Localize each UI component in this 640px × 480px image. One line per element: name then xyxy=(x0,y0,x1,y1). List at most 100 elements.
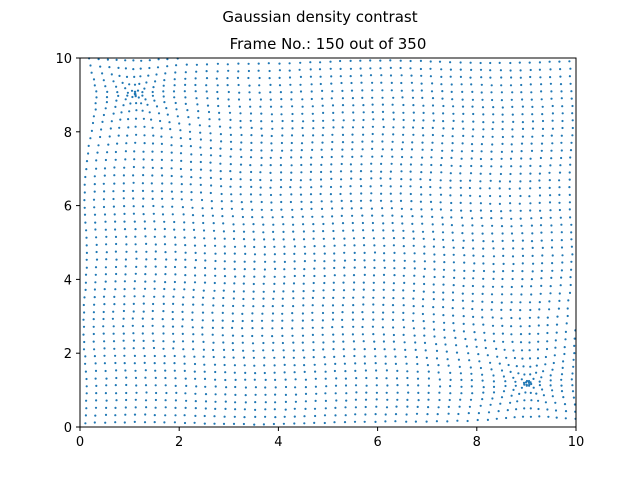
scatter-point xyxy=(449,186,452,189)
scatter-point xyxy=(154,384,157,387)
scatter-point xyxy=(250,141,253,144)
scatter-point xyxy=(461,142,464,145)
scatter-point xyxy=(392,229,395,232)
scatter-point xyxy=(402,289,405,292)
scatter-point xyxy=(300,208,303,211)
scatter-point xyxy=(194,392,197,395)
scatter-point xyxy=(176,115,179,118)
scatter-point xyxy=(572,358,575,361)
scatter-point xyxy=(290,149,293,152)
scatter-point xyxy=(491,135,494,138)
scatter-point xyxy=(361,126,365,129)
scatter-point xyxy=(502,254,505,257)
scatter-point xyxy=(417,399,420,402)
scatter-point xyxy=(361,221,364,225)
scatter-point xyxy=(539,156,543,160)
scatter-point xyxy=(171,197,174,200)
scatter-point xyxy=(303,245,306,248)
scatter-point xyxy=(283,260,286,263)
scatter-point xyxy=(263,238,266,241)
scatter-point xyxy=(189,145,192,148)
scatter-point xyxy=(311,105,314,108)
scatter-point xyxy=(172,90,176,93)
scatter-point xyxy=(541,127,545,130)
scatter-point xyxy=(203,237,206,240)
scatter-point xyxy=(253,423,256,426)
scatter-point xyxy=(205,63,209,66)
scatter-point xyxy=(202,355,205,358)
scatter-point xyxy=(175,64,178,67)
scatter-point xyxy=(260,200,263,204)
scatter-point xyxy=(148,111,151,114)
scatter-point xyxy=(125,383,128,387)
scatter-point xyxy=(390,162,393,165)
scatter-point xyxy=(548,186,551,189)
scatter-point xyxy=(511,255,515,258)
scatter-point xyxy=(284,378,287,381)
scatter-point xyxy=(451,135,454,138)
scatter-point xyxy=(396,391,399,394)
scatter-point xyxy=(510,165,513,168)
scatter-point xyxy=(566,314,569,318)
scatter-point xyxy=(85,236,88,239)
scatter-point xyxy=(102,325,105,328)
scatter-point xyxy=(123,280,126,283)
scatter-point xyxy=(339,192,342,196)
scatter-point xyxy=(460,209,463,212)
scatter-point xyxy=(405,413,408,416)
scatter-point xyxy=(213,363,217,366)
scatter-point xyxy=(471,232,474,235)
scatter-point xyxy=(162,332,165,335)
scatter-point xyxy=(471,149,474,153)
scatter-point xyxy=(447,405,450,408)
scatter-point xyxy=(514,384,517,387)
scatter-point xyxy=(85,168,88,171)
scatter-point xyxy=(498,362,501,365)
scatter-point xyxy=(373,347,376,351)
scatter-point xyxy=(153,414,156,417)
scatter-point xyxy=(263,245,266,248)
scatter-point xyxy=(203,370,206,373)
scatter-point xyxy=(85,251,88,254)
scatter-point xyxy=(99,135,102,139)
scatter-point xyxy=(453,269,456,272)
scatter-point xyxy=(362,281,365,284)
scatter-point xyxy=(205,90,208,93)
scatter-point xyxy=(95,243,98,246)
scatter-point xyxy=(112,340,116,343)
scatter-point xyxy=(134,117,138,120)
scatter-point xyxy=(421,126,424,130)
scatter-point xyxy=(209,191,212,195)
scatter-point xyxy=(519,69,522,72)
scatter-point xyxy=(461,224,464,227)
scatter-point xyxy=(263,253,266,256)
scatter-point xyxy=(363,251,366,254)
scatter-point xyxy=(254,386,257,389)
scatter-point xyxy=(361,318,365,321)
scatter-point xyxy=(426,364,429,367)
scatter-point xyxy=(509,401,512,404)
scatter-point xyxy=(132,205,135,208)
scatter-point xyxy=(448,398,451,402)
scatter-point xyxy=(350,207,353,210)
scatter-point xyxy=(439,164,443,167)
scatter-point xyxy=(452,105,455,108)
scatter-point xyxy=(531,113,534,116)
scatter-point xyxy=(490,91,493,94)
scatter-point xyxy=(262,349,265,352)
scatter-point xyxy=(241,319,244,323)
scatter-point xyxy=(371,325,374,328)
scatter-point xyxy=(341,222,345,225)
scatter-point xyxy=(544,355,548,359)
scatter-point xyxy=(294,400,297,403)
scatter-point xyxy=(382,229,385,232)
scatter-point xyxy=(123,205,126,208)
scatter-point xyxy=(144,399,148,402)
scatter-point xyxy=(165,391,168,395)
scatter-point xyxy=(264,401,267,404)
scatter-point xyxy=(199,138,202,141)
scatter-point xyxy=(540,83,543,86)
scatter-point xyxy=(301,341,304,344)
scatter-point xyxy=(114,158,117,161)
scatter-point xyxy=(383,259,386,262)
